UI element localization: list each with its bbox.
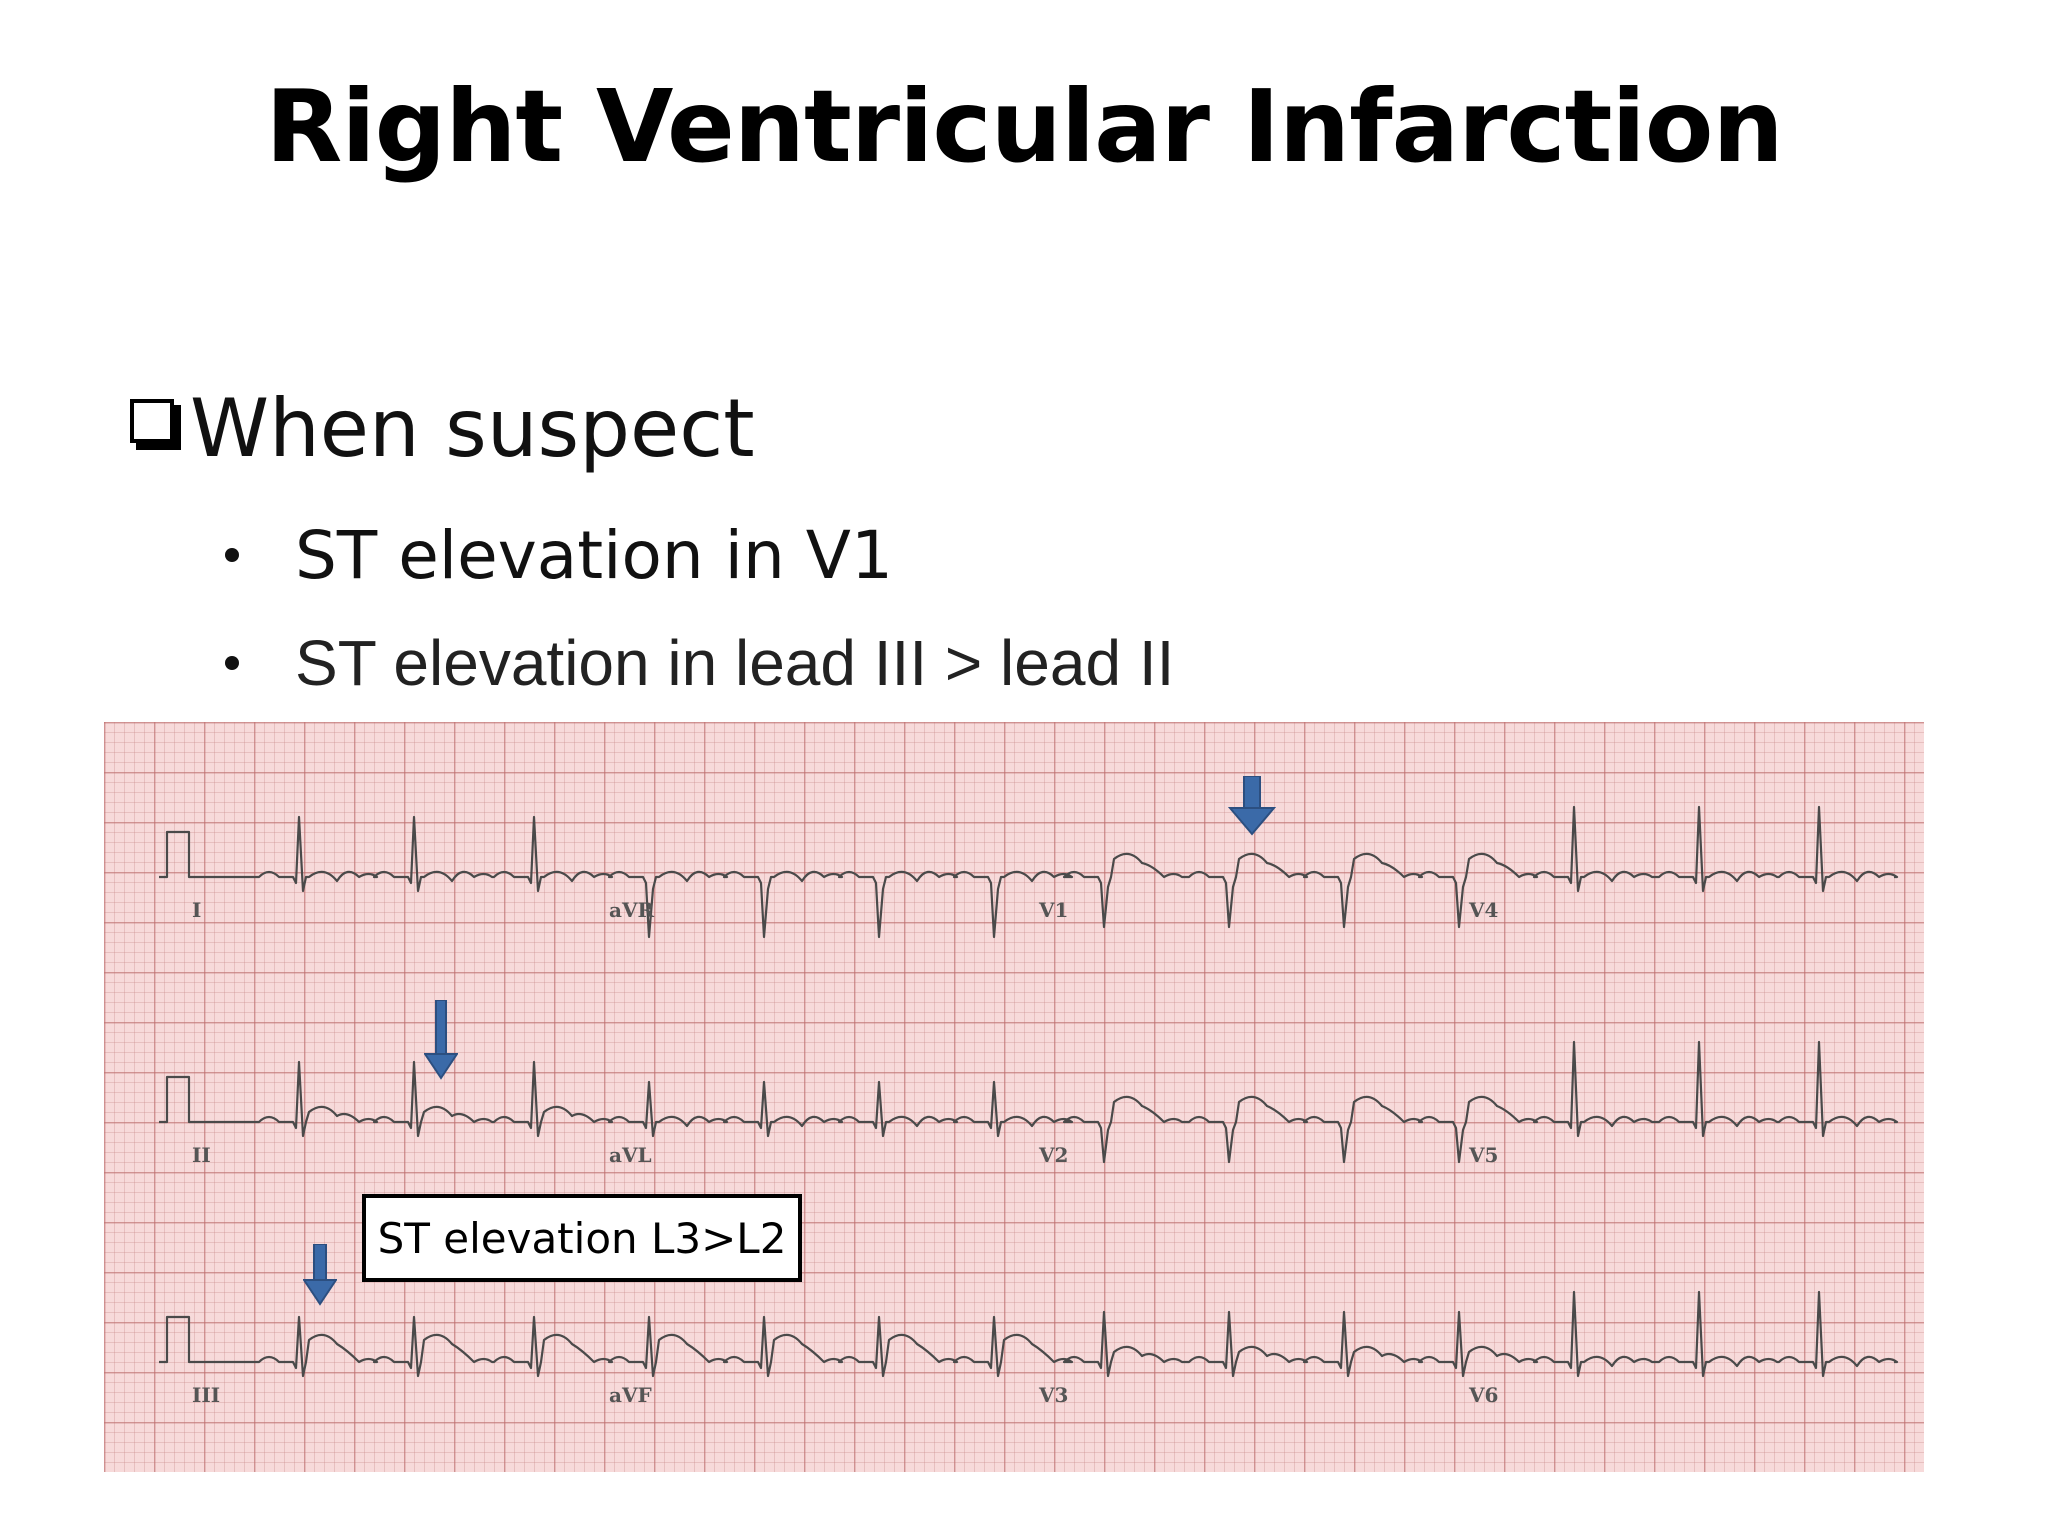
ecg-lead-label: aVR	[609, 898, 654, 922]
bullet-dot-icon	[225, 656, 239, 670]
ecg-trace	[159, 1290, 1899, 1378]
ecg-lead-label: aVF	[609, 1383, 652, 1407]
main-bullet-text: When suspect	[190, 381, 755, 475]
sub-bullet-text-2: ST elevation in lead III > lead II	[295, 627, 1175, 699]
callout-box: ST elevation L3>L2	[362, 1194, 802, 1282]
sub-bullet-1: ST elevation in V1	[225, 510, 893, 600]
ecg-lead-label: V1	[1038, 898, 1068, 922]
arrow-down-icon	[424, 1000, 458, 1080]
ecg-lead-label: V3	[1038, 1383, 1068, 1407]
sub-bullet-2: ST elevation in lead III > lead II	[225, 618, 1174, 708]
sub-bullet-text-1: ST elevation in V1	[295, 516, 893, 594]
ecg-lead-label: V4	[1468, 898, 1499, 922]
ecg-lead-label: V6	[1468, 1383, 1498, 1407]
main-bullet: When suspect	[130, 378, 755, 478]
ecg-lead-label: II	[192, 1143, 211, 1167]
callout-text: ST elevation L3>L2	[377, 1213, 787, 1263]
ecg-lead-label: I	[192, 898, 201, 922]
checkbox-bullet-icon	[130, 399, 181, 450]
ecg-lead-label: aVL	[609, 1143, 652, 1167]
ecg-lead-label: V2	[1038, 1143, 1068, 1167]
bullet-dot-icon	[225, 548, 239, 562]
ecg-lead-label: V5	[1468, 1143, 1498, 1167]
arrow-down-icon	[303, 1244, 337, 1306]
ecg-trace	[159, 1040, 1899, 1164]
ecg-trace	[159, 805, 1899, 939]
arrow-down-icon	[1228, 776, 1276, 836]
slide-title: Right Ventricular Infarction	[265, 68, 1783, 185]
ecg-lead-label: III	[192, 1383, 220, 1407]
